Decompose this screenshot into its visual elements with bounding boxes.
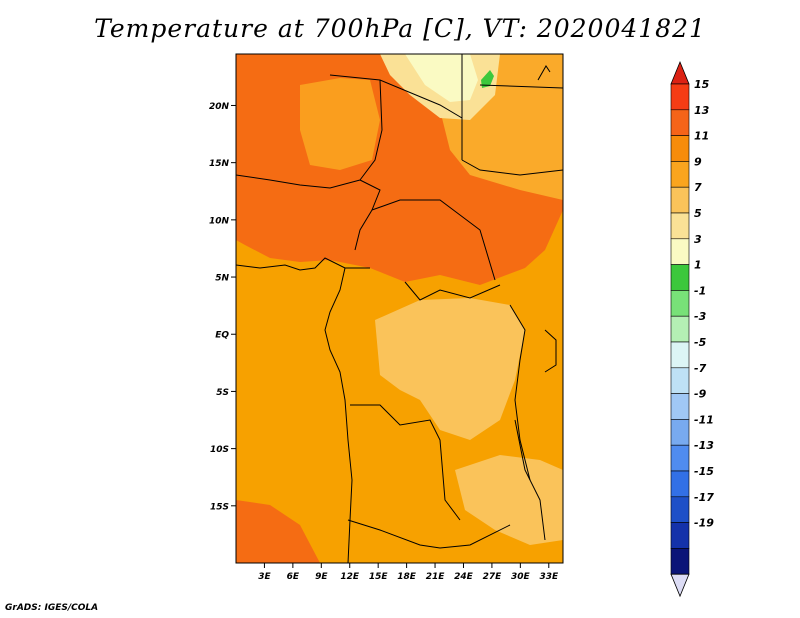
southern-light-region — [455, 455, 563, 545]
lat-label: 5S — [216, 388, 229, 398]
colorbar-swatch — [670, 393, 690, 420]
colorbar-label: 1 — [694, 259, 702, 272]
colorbar-swatch — [670, 212, 690, 240]
lat-label: EQ — [215, 331, 229, 341]
colorbar-swatch — [670, 290, 690, 317]
colorbar-swatch — [670, 109, 690, 136]
colorbar-label: 7 — [694, 181, 702, 194]
colorbar-swatch — [670, 496, 690, 523]
colorbar-label: -15 — [694, 465, 714, 478]
colorbar-swatch — [670, 135, 690, 162]
lon-label: 33E — [539, 572, 559, 582]
colorbar-label: 3 — [694, 233, 702, 246]
lat-label: 20N — [209, 102, 230, 112]
colorbar-swatch — [670, 315, 690, 343]
lon-label: 9E — [315, 572, 328, 582]
northeast-very-pale-region — [405, 54, 478, 102]
colorbar-swatch — [670, 83, 690, 111]
colorbar-label: 9 — [694, 155, 702, 168]
map-title: Temperature at 700hPa [C], VT: 202004182… — [94, 14, 706, 43]
colorbar: 15 13 11 9 7 5 3 1 -1 -3 -5 -7 -9 -11 -13 -15 -17 -19 — [670, 60, 714, 598]
lon-label: 18E — [397, 572, 417, 582]
colorbar-label: 11 — [694, 130, 709, 143]
temperature-map — [236, 54, 563, 563]
colorbar-swatch — [670, 367, 690, 394]
lon-label: 6E — [287, 572, 300, 582]
lat-label: 10S — [210, 445, 229, 455]
central-africa-light-region — [375, 298, 525, 440]
colorbar-swatch — [670, 264, 690, 291]
latitude-axis: 20N 15N 10N 5N EQ 5S 10S 15S — [209, 102, 236, 512]
colorbar-label: -9 — [694, 388, 707, 401]
colorbar-label: -11 — [694, 413, 714, 426]
longitude-axis: 3E 6E 9E 12E 15E 18E 21E 24E 27E 30E 33E — [258, 563, 559, 582]
lon-label: 21E — [426, 572, 446, 582]
lon-label: 12E — [340, 572, 360, 582]
colorbar-swatch — [670, 161, 690, 188]
colorbar-label: -17 — [694, 491, 714, 504]
lon-label: 15E — [369, 572, 389, 582]
green-cold-spot — [481, 70, 494, 88]
lon-label: 3E — [258, 572, 271, 582]
colorbar-swatch — [670, 341, 690, 369]
colorbar-swatch — [670, 470, 690, 498]
sahara-lighter-region — [300, 78, 380, 170]
colorbar-top-arrow — [670, 60, 690, 85]
colorbar-swatch — [670, 238, 690, 265]
colorbar-label: -19 — [694, 517, 714, 530]
southwest-warm-patch — [236, 500, 320, 563]
country-borders — [236, 54, 563, 563]
lat-label: 10N — [209, 216, 230, 226]
map-frame — [235, 53, 564, 564]
colorbar-label: 15 — [694, 78, 710, 91]
colorbar-label: -7 — [694, 362, 707, 375]
lon-label: 30E — [511, 572, 531, 582]
lon-label: 24E — [454, 572, 474, 582]
colorbar-label: 5 — [694, 207, 702, 220]
colorbar-label: -3 — [694, 310, 707, 323]
lat-label: 15S — [210, 502, 229, 512]
colorbar-swatch — [670, 548, 690, 575]
colorbar-label: -13 — [694, 439, 714, 452]
colorbar-swatch — [670, 522, 690, 549]
lat-label: 15N — [209, 159, 230, 169]
colorbar-swatch — [670, 186, 690, 214]
colorbar-label: 13 — [694, 104, 710, 117]
lat-label: 5N — [215, 274, 229, 284]
colorbar-label: -1 — [694, 284, 706, 297]
colorbar-swatch — [670, 419, 690, 446]
colorbar-bottom-arrow — [670, 573, 690, 598]
colorbar-swatch — [670, 444, 690, 472]
grads-credit: GrADS: IGES/COLA — [5, 603, 99, 613]
lon-label: 27E — [483, 572, 503, 582]
colorbar-label: -5 — [694, 336, 707, 349]
